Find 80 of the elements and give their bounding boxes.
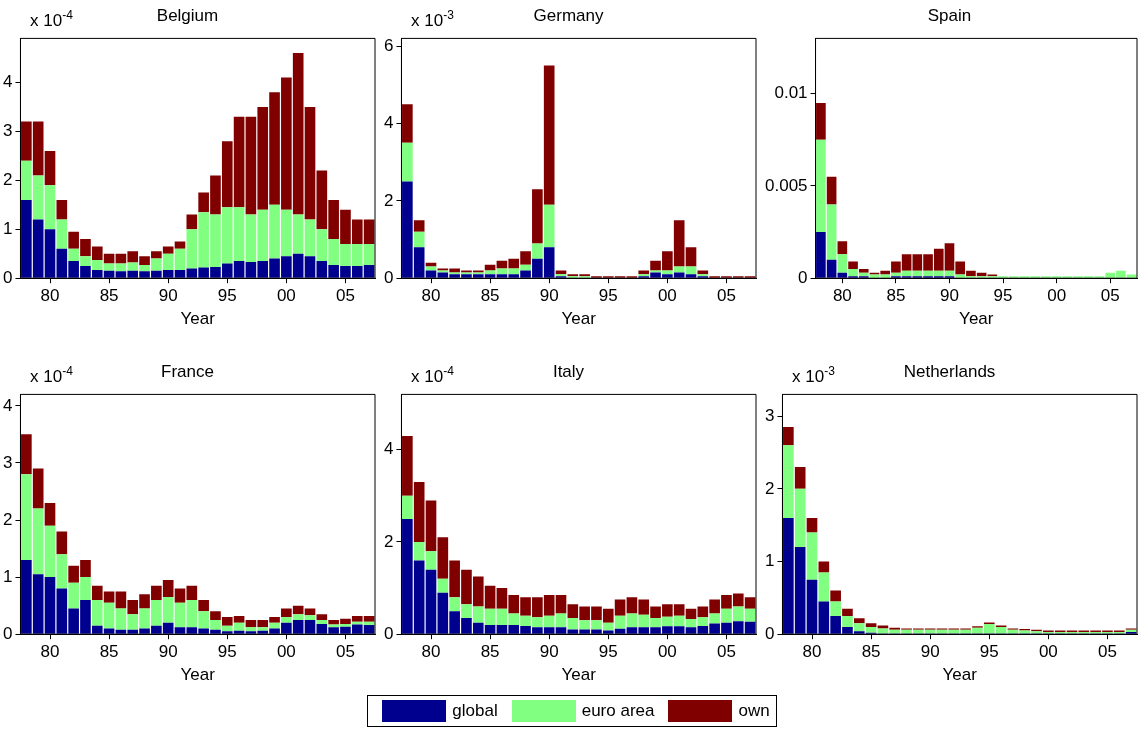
chart-title: Belgium — [156, 5, 219, 25]
legend-label: euro area — [581, 701, 655, 721]
y-tick-label: 1 — [764, 551, 775, 571]
chart-title: France — [161, 361, 214, 381]
x-tick-label: 05 — [1100, 286, 1120, 306]
y-tick-label: 0.005 — [764, 175, 808, 195]
y-tick-label: 0 — [383, 267, 394, 287]
x-tick-label: 00 — [657, 642, 677, 662]
y-tick-label: 2 — [2, 170, 13, 190]
text: x 10$^{-3}$ — [411, 8, 454, 31]
x-axis-title: Year — [180, 309, 216, 329]
x-tick-label: 90 — [920, 642, 940, 662]
y-tick-label: 2 — [2, 509, 13, 529]
x-tick-label: 00 — [276, 286, 296, 306]
x-tick-label: 85 — [861, 642, 881, 662]
legend-label: own — [738, 701, 770, 721]
y-tick-label: 0 — [764, 623, 775, 643]
legend-label: global — [452, 701, 498, 721]
chart-title: Germany — [533, 5, 604, 25]
chart-title: Spain — [927, 5, 972, 25]
text: x 10$^{-4}$ — [30, 364, 73, 387]
x-tick-label: 95 — [217, 286, 237, 306]
x-tick-label: 85 — [480, 642, 500, 662]
chart-title: Italy — [552, 361, 585, 381]
y-tick-label: 2 — [383, 531, 394, 551]
x-tick-label: 05 — [716, 642, 736, 662]
y-tick-label: 4 — [383, 113, 394, 133]
y-tick-label: 4 — [383, 439, 394, 459]
y-tick-label: 0.01 — [774, 83, 808, 103]
x-tick-label: 90 — [940, 286, 959, 306]
x-tick-label: 05 — [335, 642, 355, 662]
y-tick-label: 6 — [383, 35, 394, 55]
x-tick-label: 85 — [99, 286, 119, 306]
text: x 10$^{-3}$ — [792, 364, 835, 387]
x-tick-label: 90 — [539, 642, 559, 662]
x-tick-label: 80 — [832, 286, 852, 306]
y-tick-label: 3 — [2, 121, 13, 141]
x-tick-label: 90 — [158, 286, 178, 306]
chart-title: Netherlands — [903, 361, 996, 381]
x-tick-label: 05 — [335, 286, 355, 306]
x-tick-label: 95 — [598, 286, 618, 306]
x-tick-label: 00 — [276, 642, 296, 662]
x-tick-label: 95 — [598, 642, 618, 662]
y-tick-label: 0 — [2, 267, 13, 287]
text: x 10$^{-4}$ — [411, 364, 454, 387]
x-tick-label: 85 — [886, 286, 906, 306]
x-tick-label: 95 — [979, 642, 999, 662]
y-tick-label: 3 — [764, 405, 775, 425]
y-tick-label: 2 — [764, 478, 775, 498]
x-tick-label: 05 — [716, 286, 736, 306]
y-tick-label: 3 — [2, 452, 13, 472]
y-tick-label: 0 — [798, 267, 808, 287]
x-tick-label: 95 — [993, 286, 1013, 306]
y-tick-label: 2 — [383, 190, 394, 210]
y-tick-label: 1 — [2, 218, 13, 238]
x-tick-label: 85 — [480, 286, 500, 306]
y-tick-label: 0 — [2, 623, 13, 643]
x-tick-label: 80 — [40, 642, 60, 662]
x-tick-label: 90 — [539, 286, 559, 306]
x-tick-label: 80 — [421, 642, 441, 662]
x-axis-title: Year — [561, 309, 597, 329]
x-tick-label: 85 — [99, 642, 119, 662]
y-tick-label: 0 — [383, 623, 394, 643]
x-tick-label: 80 — [802, 642, 822, 662]
y-tick-label: 1 — [2, 566, 13, 586]
y-tick-label: 4 — [2, 72, 13, 92]
text: x 10$^{-4}$ — [30, 8, 73, 31]
x-axis-title: Year — [561, 665, 597, 685]
x-axis-title: Year — [942, 665, 978, 685]
x-tick-label: 80 — [40, 286, 60, 306]
x-axis-title: Year — [959, 309, 994, 329]
y-tick-label: 4 — [2, 395, 13, 415]
x-tick-label: 00 — [657, 286, 677, 306]
x-tick-label: 80 — [421, 286, 441, 306]
x-axis-title: Year — [180, 665, 216, 685]
x-tick-label: 05 — [1097, 642, 1117, 662]
x-tick-label: 00 — [1047, 286, 1067, 306]
x-tick-label: 00 — [1038, 642, 1058, 662]
x-tick-label: 90 — [158, 642, 178, 662]
x-tick-label: 95 — [217, 642, 237, 662]
